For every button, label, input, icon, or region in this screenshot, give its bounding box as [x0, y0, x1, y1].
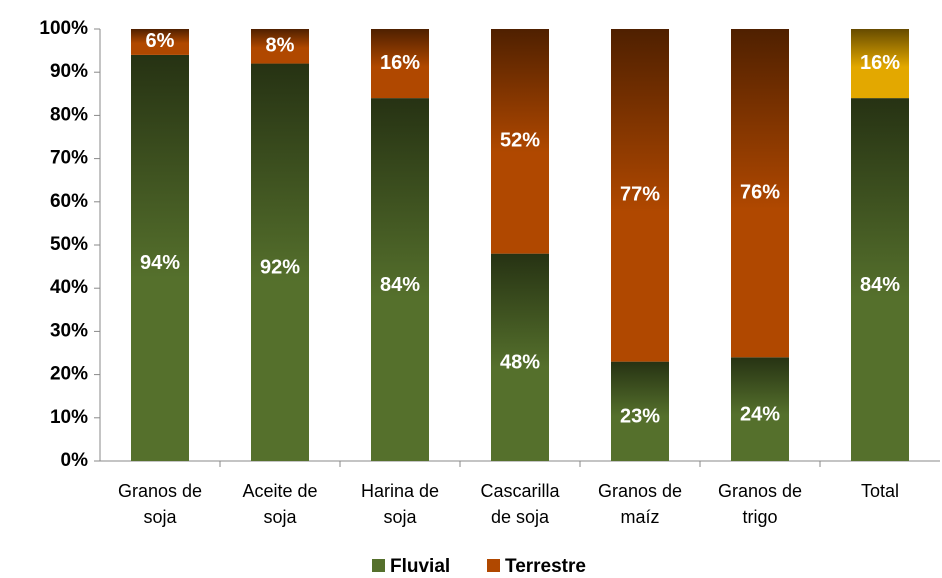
- x-tick-label: Aceite de soja: [242, 481, 317, 527]
- y-tick-label: 90%: [50, 61, 88, 82]
- x-tick-label: Total: [861, 481, 899, 501]
- bar-segment: [251, 29, 309, 64]
- legend-swatch: [487, 559, 500, 572]
- bar-segment: [131, 29, 189, 55]
- bar-segment: [731, 357, 789, 461]
- x-tick-label: Granos de maíz: [598, 481, 682, 527]
- legend-swatch: [372, 559, 385, 572]
- value-label: 16%: [380, 52, 420, 74]
- value-label: 24%: [740, 403, 780, 425]
- y-tick-label: 50%: [50, 234, 88, 255]
- value-label: 52%: [500, 130, 540, 152]
- value-label: 84%: [380, 274, 420, 296]
- bar-segment: [611, 29, 669, 362]
- value-label: 16%: [860, 52, 900, 74]
- y-tick-label: 70%: [50, 148, 88, 169]
- bar-segment: [131, 54, 189, 462]
- bar-segment: [371, 29, 429, 99]
- bar-segment: [491, 253, 549, 461]
- legend-label: Fluvial: [390, 556, 450, 577]
- y-tick-label: 40%: [50, 277, 88, 298]
- value-label: 84%: [860, 274, 900, 296]
- value-label: 76%: [740, 181, 780, 203]
- bar-segment: [731, 29, 789, 358]
- value-label: 48%: [500, 352, 540, 374]
- value-label: 23%: [620, 406, 660, 428]
- y-tick-label: 0%: [61, 450, 89, 471]
- value-label: 77%: [620, 184, 660, 206]
- bar-segment: [851, 98, 909, 462]
- value-label: 6%: [146, 30, 175, 52]
- bar-segment: [851, 29, 909, 99]
- y-tick-label: 60%: [50, 191, 88, 212]
- bar-segment: [611, 361, 669, 461]
- legend-label: Terrestre: [505, 556, 586, 577]
- value-label: 8%: [266, 35, 295, 57]
- bar-segment: [251, 63, 309, 462]
- bar-segment: [371, 98, 429, 462]
- x-tick-label: Cascarilla de soja: [480, 481, 560, 527]
- x-tick-label: Harina de soja: [361, 481, 439, 527]
- x-tick-label: Granos de trigo: [718, 481, 802, 527]
- y-tick-label: 10%: [50, 407, 88, 428]
- y-tick-label: 20%: [50, 364, 88, 385]
- value-label: 92%: [260, 257, 300, 279]
- value-label: 94%: [140, 252, 180, 274]
- y-tick-label: 100%: [39, 18, 88, 39]
- y-tick-label: 80%: [50, 104, 88, 125]
- bar-segment: [491, 29, 549, 254]
- x-tick-label: Granos de soja: [118, 481, 202, 527]
- y-tick-label: 30%: [50, 320, 88, 341]
